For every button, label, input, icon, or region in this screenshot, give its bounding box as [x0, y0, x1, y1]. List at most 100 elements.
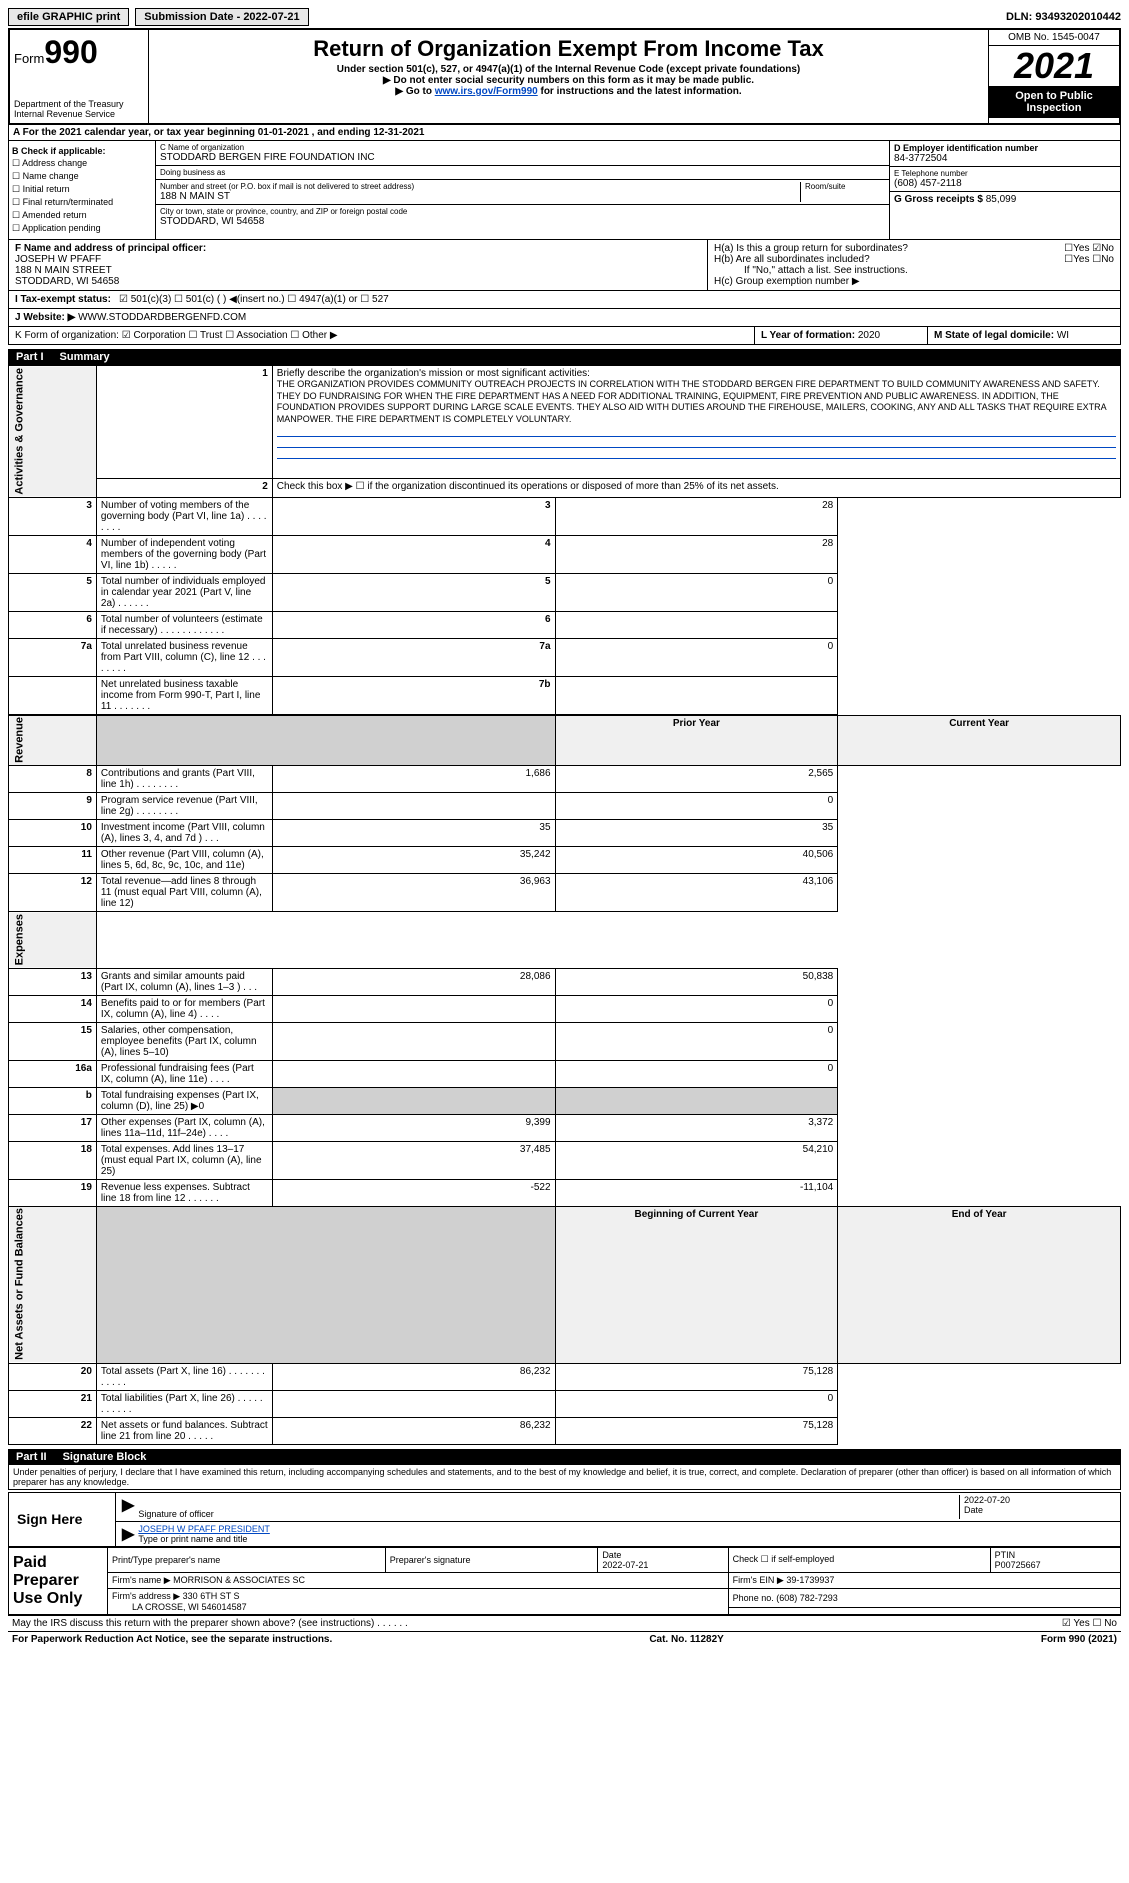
prior-year-hdr: Prior Year	[555, 715, 838, 766]
form-header: Form990 Department of the Treasury Inter…	[8, 30, 1121, 125]
irs-link[interactable]: www.irs.gov/Form990	[435, 86, 538, 97]
curr-val: 0	[555, 1390, 838, 1417]
box-num: 7b	[272, 676, 555, 714]
pra-notice: For Paperwork Reduction Act Notice, see …	[12, 1634, 332, 1645]
discuss-yesno[interactable]: ☑ Yes ☐ No	[1062, 1618, 1117, 1629]
prior-val	[272, 1060, 555, 1087]
firm-addr-label: Firm's address ▶	[112, 1591, 180, 1601]
firm-ein: 39-1739937	[786, 1575, 834, 1585]
blank	[96, 1206, 555, 1363]
prior-val: 28,086	[272, 968, 555, 995]
chk-amended-return[interactable]: Amended return	[12, 210, 152, 221]
prep-self-employed[interactable]: Check ☐ if self-employed	[728, 1547, 990, 1572]
line-num: 11	[9, 847, 97, 874]
line-text: Revenue less expenses. Subtract line 18 …	[96, 1179, 272, 1206]
chk-name-change[interactable]: Name change	[12, 171, 152, 182]
website-value: WWW.STODDARDBERGENFD.COM	[78, 312, 246, 323]
dba-label: Doing business as	[160, 168, 885, 177]
prior-val	[272, 1390, 555, 1417]
chk-application-pending[interactable]: Application pending	[12, 223, 152, 234]
tab-governance: Activities & Governance	[9, 366, 97, 498]
discuss-text: May the IRS discuss this return with the…	[12, 1618, 408, 1629]
room-label: Room/suite	[805, 182, 885, 191]
part1-header: Part I Summary	[8, 349, 1121, 365]
prior-val: 86,232	[272, 1417, 555, 1444]
tax-status-opts[interactable]: 501(c)(3) ☐ 501(c) ( ) ◀(insert no.) ☐ 4…	[119, 294, 389, 305]
ptin-value: P00725667	[995, 1560, 1041, 1570]
ha-yesno[interactable]: ☐Yes ☑No	[1064, 243, 1114, 254]
part2-tag: Part II	[16, 1451, 47, 1463]
org-name: STODDARD BERGEN FIRE FOUNDATION INC	[160, 152, 885, 163]
subtitle-2: ▶ Do not enter social security numbers o…	[153, 75, 984, 86]
line-num: 4	[9, 535, 97, 573]
form-title: Return of Organization Exempt From Incom…	[153, 36, 984, 62]
row-j-website: J Website: ▶ WWW.STODDARDBERGENFD.COM	[8, 309, 1121, 327]
footer-row: For Paperwork Reduction Act Notice, see …	[8, 1631, 1121, 1647]
curr-val: 54,210	[555, 1141, 838, 1179]
line-text: Total assets (Part X, line 16) . . . . .…	[96, 1363, 272, 1390]
header-left: Form990 Department of the Treasury Inter…	[10, 30, 149, 123]
line-num: 20	[9, 1363, 97, 1390]
line-text: Total number of individuals employed in …	[96, 573, 272, 611]
col-d-ein-block: D Employer identification number 84-3772…	[890, 141, 1120, 239]
curr-val: 0	[555, 793, 838, 820]
line-text: Number of voting members of the governin…	[96, 497, 272, 535]
prep-name-hdr: Print/Type preparer's name	[108, 1547, 386, 1572]
line-text: Contributions and grants (Part VIII, lin…	[96, 766, 272, 793]
box-num: 3	[272, 497, 555, 535]
line-num: 12	[9, 874, 97, 912]
line-text: Benefits paid to or for members (Part IX…	[96, 995, 272, 1022]
line-text: Other expenses (Part IX, column (A), lin…	[96, 1114, 272, 1141]
curr-val: -11,104	[555, 1179, 838, 1206]
hb-yesno[interactable]: ☐Yes ☐No	[1064, 254, 1114, 265]
org-name-label: C Name of organization	[160, 143, 885, 152]
line-num: 3	[9, 497, 97, 535]
line-num: 19	[9, 1179, 97, 1206]
dln: DLN: 93493202010442	[1006, 11, 1121, 23]
tel-value: (608) 457-2118	[894, 178, 1116, 189]
ha-label: H(a) Is this a group return for subordin…	[714, 243, 908, 254]
tab-expenses: Expenses	[9, 912, 97, 968]
line-text: Professional fundraising fees (Part IX, …	[96, 1060, 272, 1087]
chk-initial-return[interactable]: Initial return	[12, 184, 152, 195]
curr-val: 3,372	[555, 1114, 838, 1141]
prior-val: 35	[272, 820, 555, 847]
line-num: 8	[9, 766, 97, 793]
firm-phone: (608) 782-7293	[776, 1593, 838, 1603]
domicile-label: M State of legal domicile:	[934, 330, 1054, 341]
domicile: WI	[1057, 330, 1069, 341]
box-val: 28	[555, 535, 838, 573]
officer-print-name[interactable]: JOSEPH W PFAFF PRESIDENT	[138, 1524, 270, 1534]
officer-addr2: STODDARD, WI 54658	[15, 276, 701, 287]
line-text: Net assets or fund balances. Subtract li…	[96, 1417, 272, 1444]
chk-final-return[interactable]: Final return/terminated	[12, 197, 152, 208]
line-num: 22	[9, 1417, 97, 1444]
curr-val: 75,128	[555, 1363, 838, 1390]
sign-here-block: Sign Here ▶ Signature of officer 2022-07…	[8, 1492, 1121, 1547]
line-text: Number of independent voting members of …	[96, 535, 272, 573]
line-text: Total expenses. Add lines 13–17 (must eq…	[96, 1141, 272, 1179]
line-text: Investment income (Part VIII, column (A)…	[96, 820, 272, 847]
firm-name: MORRISON & ASSOCIATES SC	[173, 1575, 305, 1585]
tel-label: E Telephone number	[894, 169, 1116, 178]
efile-label: efile GRAPHIC print	[8, 8, 129, 26]
year-formation: 2020	[858, 330, 880, 341]
firm-ein-label: Firm's EIN ▶	[733, 1575, 784, 1585]
prior-val	[272, 1087, 555, 1114]
line-num: 2	[96, 478, 272, 497]
box-num: 5	[272, 573, 555, 611]
curr-val: 35	[555, 820, 838, 847]
line-num: 17	[9, 1114, 97, 1141]
line-num: 15	[9, 1022, 97, 1060]
row-klm: K Form of organization: ☑ Corporation ☐ …	[8, 327, 1121, 345]
officer-group-block: F Name and address of principal officer:…	[8, 240, 1121, 291]
form-prefix: Form	[14, 51, 44, 66]
curr-val: 75,128	[555, 1417, 838, 1444]
box-num: 4	[272, 535, 555, 573]
begin-year-hdr: Beginning of Current Year	[555, 1206, 838, 1363]
col-h-group: H(a) Is this a group return for subordin…	[708, 240, 1120, 290]
box-val: 0	[555, 573, 838, 611]
chk-address-change[interactable]: Address change	[12, 158, 152, 169]
line-text: Salaries, other compensation, employee b…	[96, 1022, 272, 1060]
tab-net-assets: Net Assets or Fund Balances	[9, 1206, 97, 1363]
